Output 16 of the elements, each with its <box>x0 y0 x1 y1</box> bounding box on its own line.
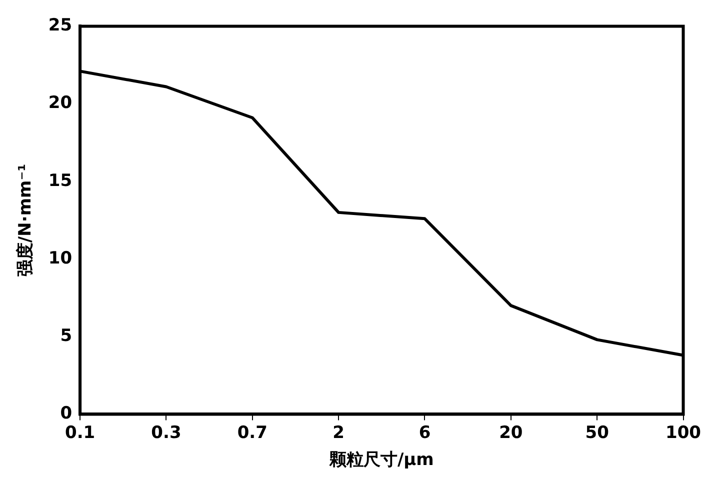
x-tick-label: 0.3 <box>151 422 182 443</box>
y-tick-label: 25 <box>48 16 72 36</box>
x-tick-label: 50 <box>585 422 610 443</box>
x-tick-label: 100 <box>666 422 702 443</box>
x-tick-label: 0.1 <box>64 422 96 443</box>
y-tick-label: 0 <box>60 404 72 424</box>
x-tick-label: 2 <box>332 422 344 443</box>
y-tick-label: 5 <box>60 326 72 346</box>
y-axis-title: 强度/N·mm⁻¹ <box>16 164 36 277</box>
y-tick-label: 20 <box>48 93 72 114</box>
x-tick-label: 0.7 <box>237 422 268 443</box>
x-tick-label: 6 <box>418 422 431 443</box>
y-tick-label: 15 <box>48 170 72 191</box>
y-tick-label: 10 <box>48 248 72 268</box>
x-axis-title: 颗粒尺寸/μm <box>328 450 434 470</box>
x-tick-label: 20 <box>499 422 523 443</box>
